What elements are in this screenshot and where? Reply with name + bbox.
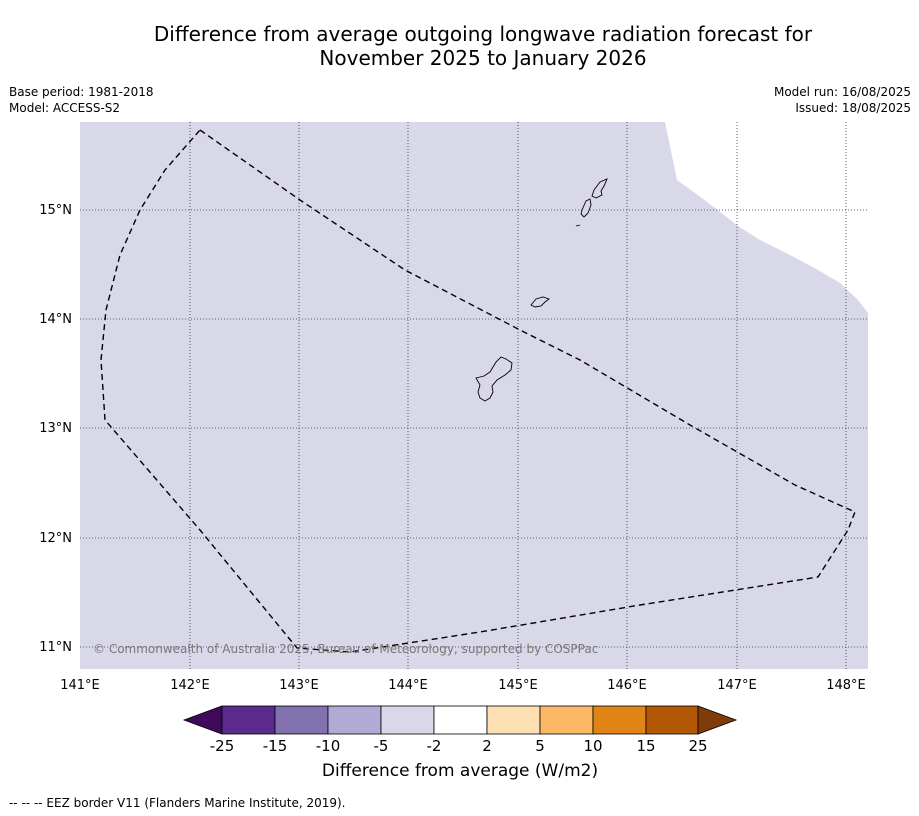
colorbar-tick-label: 5: [535, 737, 545, 755]
lon-label: 141°E: [60, 678, 100, 693]
island-saipan: [591, 178, 608, 199]
lat-label: 15°N: [39, 203, 72, 218]
lon-labels: 141°E 142°E 143°E 144°E 145°E 146°E 147°…: [60, 678, 866, 693]
colorbar-bin: [592, 705, 647, 735]
colorbar-tick-label: -5: [374, 737, 389, 755]
colorbar-bin: [380, 705, 435, 735]
lon-label: 146°E: [607, 678, 647, 693]
title-line-2: November 2025 to January 2026: [319, 46, 647, 70]
copyright-text: © Commonwealth of Australia 2025, Bureau…: [93, 642, 598, 656]
colorbar-extend-high: [697, 705, 738, 735]
lon-label: 148°E: [826, 678, 866, 693]
colorbar-bin: [274, 705, 329, 735]
map-figure: © Commonwealth of Australia 2025, Bureau…: [39, 122, 868, 755]
eez-border: [100, 129, 856, 653]
colorbar-bin: [539, 705, 594, 735]
colorbar-tick-label: -15: [263, 737, 288, 755]
gridlines: [80, 122, 868, 669]
colorbar-bin: [645, 705, 699, 735]
model-run: Model run: 16/08/2025: [773, 85, 911, 99]
colorbar-bin: [433, 705, 488, 735]
meta-left: Base period: 1981-2018 Model: ACCESS-S2: [9, 84, 154, 116]
colorbar-bin: [327, 705, 382, 735]
colorbar-extend-low: [182, 705, 223, 735]
island-aguijan: [575, 224, 581, 227]
colorbar: [182, 705, 738, 735]
colorbar-ticks: -25 -15 -10 -5 -2 2 5 10 15 25: [210, 737, 708, 755]
colorbar-bin: [221, 705, 276, 735]
islands: [475, 178, 608, 402]
issued-date: Issued: 18/08/2025: [795, 101, 911, 115]
island-tinian: [580, 198, 592, 218]
colorbar-tick-label: 25: [688, 737, 707, 755]
lat-labels: 15°N 14°N 13°N 12°N 11°N: [39, 203, 72, 655]
colorbar-bin: [486, 705, 541, 735]
island-rota: [530, 296, 550, 308]
lat-label: 13°N: [39, 421, 72, 436]
lon-label: 142°E: [170, 678, 210, 693]
meta-right: Model run: 16/08/2025 Issued: 18/08/2025: [774, 84, 911, 116]
base-period: Base period: 1981-2018: [9, 85, 154, 99]
colorbar-tick-label: -25: [210, 737, 235, 755]
no-data-area: [665, 122, 868, 313]
lat-label: 12°N: [39, 531, 72, 546]
map-title: Difference from average outgoing longwav…: [60, 22, 906, 70]
lon-label: 147°E: [717, 678, 757, 693]
lon-label: 144°E: [388, 678, 428, 693]
colorbar-tick-label: -10: [316, 737, 341, 755]
model-name: Model: ACCESS-S2: [9, 101, 121, 115]
map-panel: [80, 122, 868, 669]
lon-label: 145°E: [498, 678, 538, 693]
colorbar-tick-label: 15: [636, 737, 655, 755]
footnote: -- -- -- EEZ border V11 (Flanders Marine…: [9, 796, 346, 810]
lat-label: 11°N: [39, 640, 72, 655]
island-guam: [475, 356, 513, 402]
colorbar-tick-label: 2: [482, 737, 492, 755]
lon-label: 143°E: [279, 678, 319, 693]
colorbar-tick-label: -2: [427, 737, 442, 755]
colorbar-label: Difference from average (W/m2): [321, 761, 599, 781]
title-line-1: Difference from average outgoing longwav…: [153, 22, 813, 46]
colorbar-tick-label: 10: [583, 737, 602, 755]
lat-label: 14°N: [39, 312, 72, 327]
